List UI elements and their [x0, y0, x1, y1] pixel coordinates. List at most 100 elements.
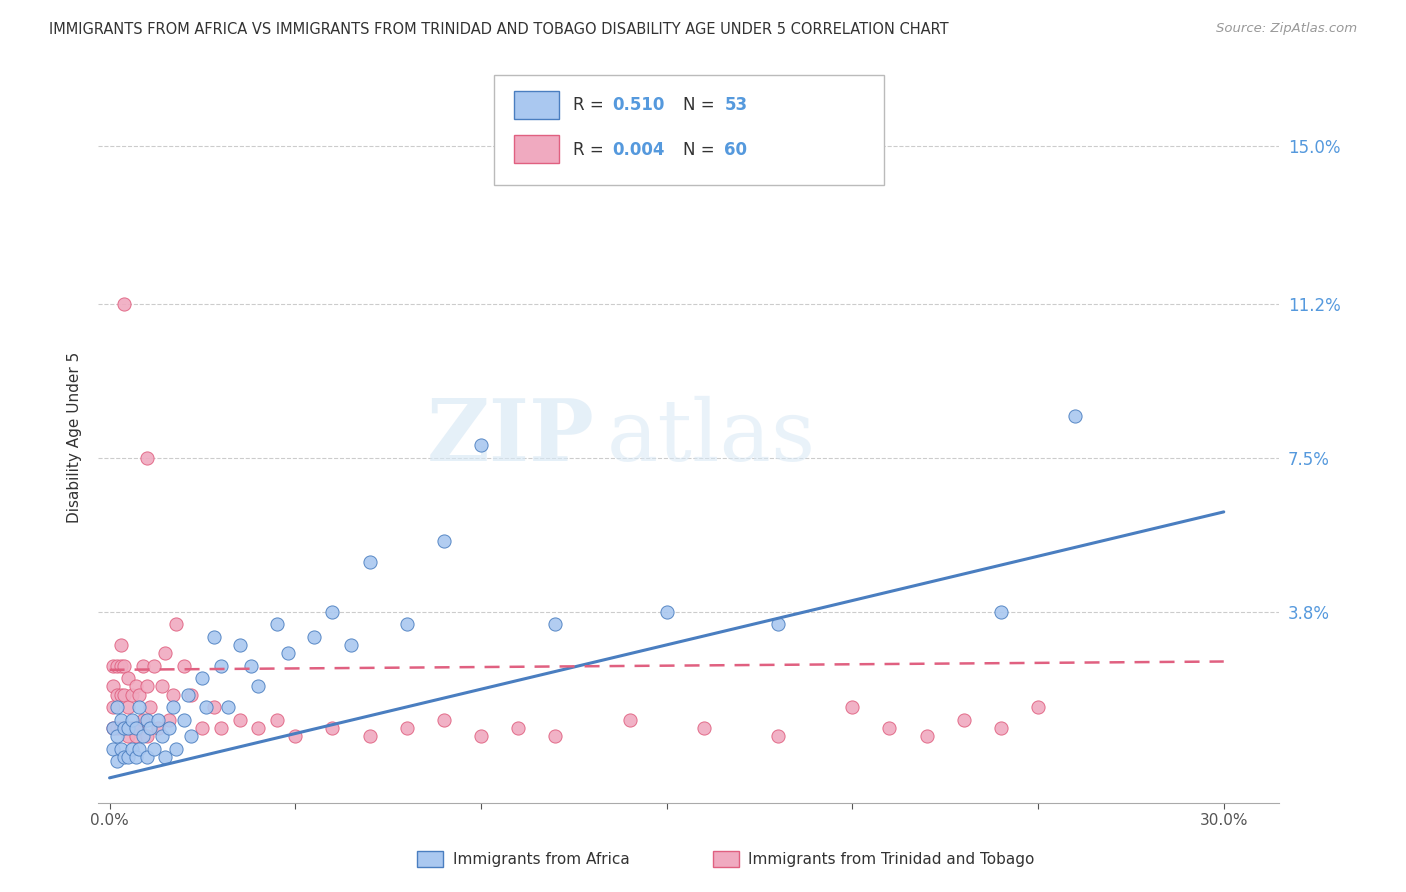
Text: Immigrants from Trinidad and Tobago: Immigrants from Trinidad and Tobago: [748, 852, 1035, 867]
Point: [128, 721, 150, 735]
Point: [228, 638, 250, 652]
Point: [239, 658, 262, 673]
Point: [395, 721, 418, 735]
Point: [266, 617, 288, 632]
Point: [217, 700, 239, 714]
Point: [990, 605, 1012, 619]
Point: [470, 729, 492, 743]
Point: [135, 713, 157, 727]
Point: [103, 721, 125, 735]
Point: [321, 605, 343, 619]
Text: 53: 53: [724, 96, 748, 114]
Point: [277, 646, 299, 660]
Point: [124, 729, 146, 743]
Point: [105, 729, 128, 743]
Point: [359, 555, 381, 569]
Point: [209, 721, 232, 735]
Point: [146, 713, 169, 727]
Point: [247, 680, 270, 694]
Point: [112, 658, 135, 673]
Point: [124, 680, 146, 694]
Point: [110, 713, 132, 727]
Point: [1026, 700, 1049, 714]
Point: [157, 713, 180, 727]
Point: [103, 741, 125, 756]
Point: [176, 688, 198, 702]
Point: [655, 605, 678, 619]
Bar: [515, 135, 560, 163]
Point: [117, 721, 139, 735]
Point: [103, 700, 125, 714]
Point: [112, 688, 135, 702]
Point: [247, 721, 270, 735]
Point: [433, 713, 456, 727]
Point: [155, 646, 177, 660]
Point: [544, 729, 567, 743]
Point: [173, 658, 195, 673]
Point: [879, 721, 901, 735]
Point: [915, 729, 938, 743]
Point: [117, 729, 139, 743]
Point: [135, 750, 157, 764]
Point: [139, 721, 162, 735]
Point: [132, 729, 155, 743]
Point: [105, 754, 128, 768]
Point: [110, 658, 132, 673]
Point: [202, 700, 225, 714]
Point: [1064, 409, 1087, 424]
Point: [121, 721, 143, 735]
Bar: [418, 851, 443, 867]
Point: [150, 680, 173, 694]
Point: [766, 729, 789, 743]
Point: [952, 713, 974, 727]
Point: [302, 630, 325, 644]
Text: atlas: atlas: [606, 395, 815, 479]
Point: [135, 680, 157, 694]
Point: [124, 750, 146, 764]
Point: [128, 741, 150, 756]
Point: [340, 638, 363, 652]
Point: [165, 741, 187, 756]
Point: [124, 721, 146, 735]
Point: [165, 617, 187, 632]
Point: [135, 729, 157, 743]
Text: 0.004: 0.004: [612, 141, 665, 159]
Point: [146, 721, 169, 735]
Point: [990, 721, 1012, 735]
Text: N =: N =: [683, 141, 720, 159]
Point: [112, 721, 135, 735]
Point: [117, 671, 139, 685]
Point: [433, 533, 456, 548]
Point: [121, 713, 143, 727]
Point: [180, 688, 202, 702]
Point: [143, 741, 166, 756]
Point: [135, 450, 157, 465]
Point: [470, 438, 492, 452]
Point: [110, 638, 132, 652]
Text: 60: 60: [724, 141, 748, 159]
Point: [619, 713, 641, 727]
Point: [191, 671, 214, 685]
Point: [202, 630, 225, 644]
Bar: [713, 851, 738, 867]
Point: [157, 721, 180, 735]
Point: [105, 700, 128, 714]
Point: [162, 700, 184, 714]
Point: [506, 721, 529, 735]
Point: [143, 658, 166, 673]
Point: [359, 729, 381, 743]
FancyBboxPatch shape: [494, 75, 884, 185]
Point: [150, 729, 173, 743]
Point: [121, 688, 143, 702]
Point: [103, 721, 125, 735]
Point: [395, 617, 418, 632]
Point: [105, 721, 128, 735]
Text: IMMIGRANTS FROM AFRICA VS IMMIGRANTS FROM TRINIDAD AND TOBAGO DISABILITY AGE UND: IMMIGRANTS FROM AFRICA VS IMMIGRANTS FRO…: [49, 22, 949, 37]
Bar: [515, 91, 560, 119]
Point: [180, 729, 202, 743]
Point: [228, 713, 250, 727]
Point: [209, 658, 232, 673]
Point: [110, 721, 132, 735]
Y-axis label: Disability Age Under 5: Disability Age Under 5: [67, 351, 83, 523]
Text: R =: R =: [574, 96, 609, 114]
